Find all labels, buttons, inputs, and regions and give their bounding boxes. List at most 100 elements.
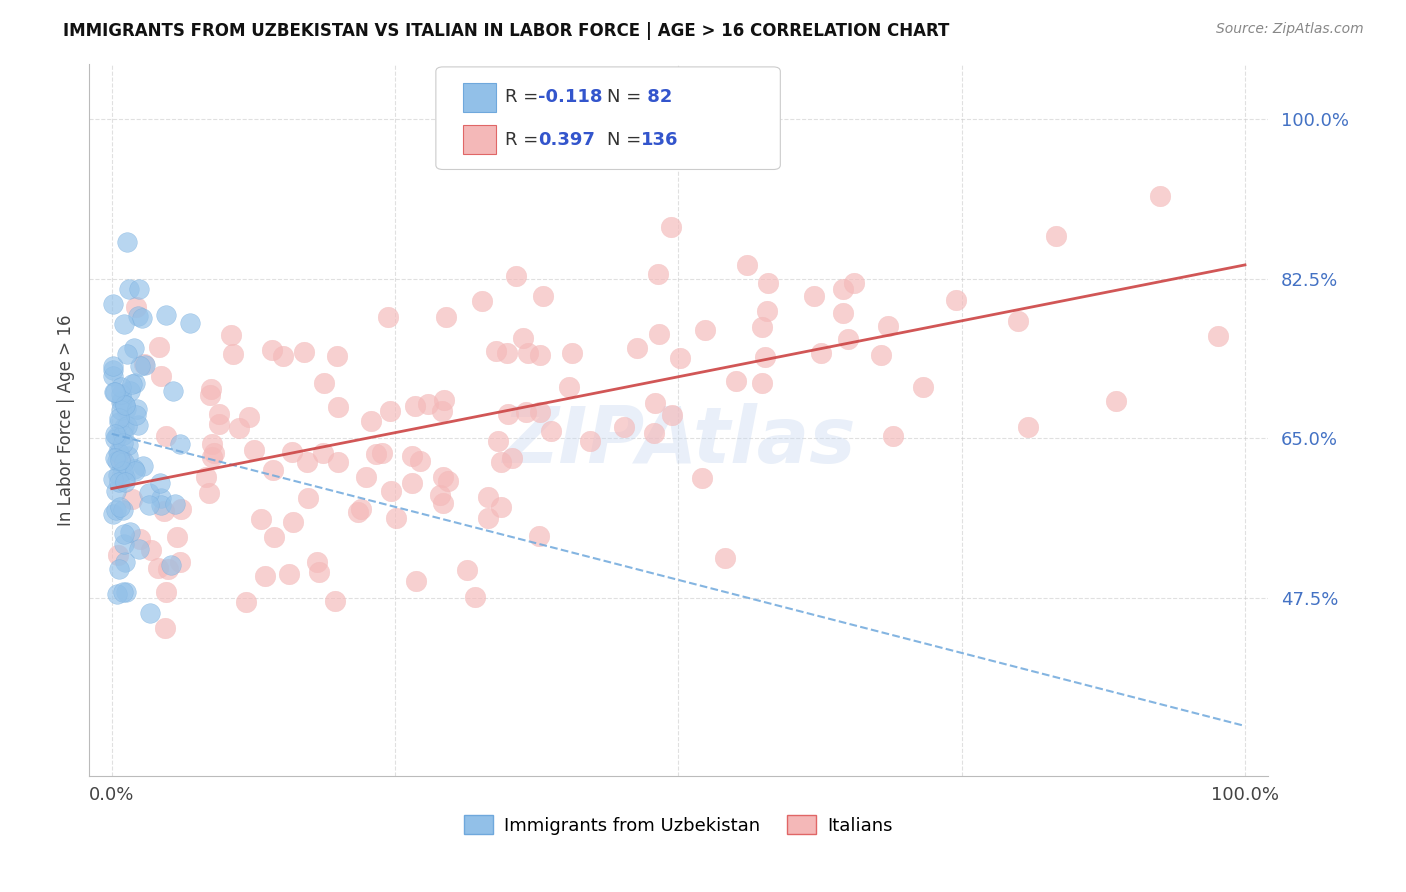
- Point: [505, 268, 527, 283]
- Point: [149, 491, 172, 505]
- Point: [751, 320, 773, 334]
- Point: [456, 563, 478, 577]
- Point: [117, 450, 139, 464]
- Point: [125, 401, 148, 416]
- Point: [111, 427, 134, 442]
- Point: [432, 495, 454, 509]
- Point: [882, 429, 904, 443]
- Point: [115, 235, 138, 249]
- Point: [155, 308, 177, 322]
- Point: [877, 319, 900, 334]
- Point: [360, 414, 382, 428]
- Point: [401, 475, 423, 490]
- Point: [114, 398, 136, 412]
- Point: [661, 408, 683, 422]
- Point: [380, 483, 402, 498]
- Point: [644, 396, 666, 410]
- Point: [169, 555, 191, 569]
- Point: [114, 398, 136, 412]
- Point: [495, 345, 517, 359]
- Point: [197, 486, 219, 500]
- Point: [643, 426, 665, 441]
- Point: [870, 349, 893, 363]
- Text: R =: R =: [505, 130, 544, 148]
- Point: [803, 289, 825, 303]
- Point: [735, 259, 758, 273]
- Point: [110, 451, 132, 466]
- Point: [150, 368, 173, 383]
- Point: [529, 348, 551, 362]
- Point: [110, 395, 132, 409]
- Point: [222, 347, 245, 361]
- Point: [108, 562, 131, 576]
- Point: [262, 463, 284, 477]
- Point: [659, 219, 682, 234]
- Point: [371, 446, 394, 460]
- Point: [166, 530, 188, 544]
- Point: [756, 304, 779, 318]
- Point: [200, 382, 222, 396]
- Point: [517, 345, 540, 359]
- Point: [112, 420, 135, 434]
- Point: [104, 426, 127, 441]
- Point: [378, 403, 401, 417]
- Point: [117, 437, 139, 451]
- Point: [110, 393, 132, 408]
- Point: [149, 476, 172, 491]
- Point: [354, 470, 377, 484]
- Point: [558, 380, 581, 394]
- Point: [115, 584, 138, 599]
- Legend: Immigrants from Uzbekistan, Italians: Immigrants from Uzbekistan, Italians: [464, 815, 893, 835]
- Point: [350, 502, 373, 516]
- Point: [692, 471, 714, 485]
- Point: [429, 488, 451, 502]
- Point: [409, 453, 432, 467]
- Point: [486, 434, 509, 448]
- Point: [104, 433, 127, 447]
- Point: [101, 369, 124, 384]
- Text: 136: 136: [641, 130, 679, 148]
- Point: [114, 475, 136, 489]
- Point: [693, 323, 716, 337]
- Point: [148, 340, 170, 354]
- Point: [1007, 314, 1029, 328]
- Point: [235, 595, 257, 609]
- Point: [111, 585, 134, 599]
- Point: [228, 421, 250, 435]
- Point: [122, 341, 145, 355]
- Point: [105, 587, 128, 601]
- Point: [128, 541, 150, 556]
- Point: [112, 455, 135, 469]
- Point: [945, 293, 967, 307]
- Point: [540, 425, 562, 439]
- Point: [243, 442, 266, 457]
- Text: 0.397: 0.397: [538, 130, 595, 148]
- Point: [157, 562, 180, 576]
- Point: [1105, 393, 1128, 408]
- Point: [103, 297, 125, 311]
- Point: [347, 505, 370, 519]
- Point: [281, 515, 304, 529]
- Point: [111, 464, 134, 478]
- Point: [271, 349, 294, 363]
- Point: [153, 504, 176, 518]
- Point: [489, 500, 512, 514]
- Point: [129, 359, 152, 373]
- Point: [1017, 419, 1039, 434]
- Point: [110, 403, 132, 417]
- Text: ZIPAtlas: ZIPAtlas: [502, 403, 855, 480]
- Point: [485, 344, 508, 359]
- Point: [124, 462, 146, 476]
- Point: [107, 468, 129, 483]
- Point: [208, 407, 231, 421]
- Point: [139, 606, 162, 620]
- Point: [260, 343, 283, 357]
- Point: [501, 450, 523, 465]
- Point: [131, 459, 153, 474]
- Point: [155, 585, 177, 599]
- Point: [112, 318, 135, 332]
- Point: [385, 510, 408, 524]
- Text: Source: ZipAtlas.com: Source: ZipAtlas.com: [1216, 22, 1364, 37]
- Text: R =: R =: [505, 88, 544, 106]
- Point: [297, 491, 319, 506]
